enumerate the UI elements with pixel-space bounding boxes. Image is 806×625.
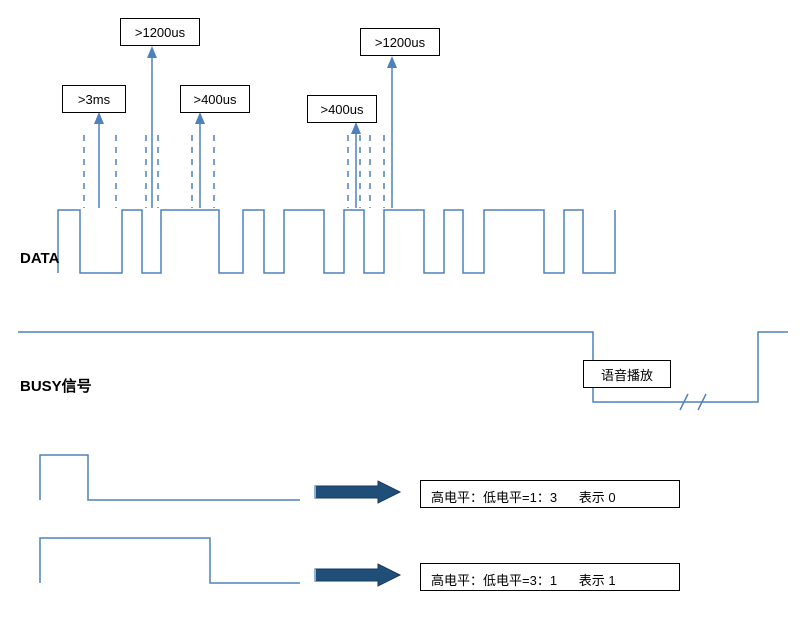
timing-arrowhead-1 xyxy=(147,46,157,58)
timing-label-400us-b: >400us xyxy=(307,95,377,123)
legend-arrow-0 xyxy=(315,481,400,503)
timing-label-1200us-b: >1200us xyxy=(360,28,440,56)
legend-bit-1: 高电平：低电平=3：1 表示 1 xyxy=(420,563,680,591)
data-signal-label: DATA xyxy=(20,250,59,267)
timing-arrowhead-2 xyxy=(195,112,205,124)
timing-arrowhead-4 xyxy=(387,56,397,68)
timing-label-1200us-a: >1200us xyxy=(120,18,200,46)
timing-arrowhead-3 xyxy=(351,122,361,134)
data-waveform xyxy=(58,210,615,273)
timing-label-3ms: >3ms xyxy=(62,85,126,113)
legend-wave-1 xyxy=(40,538,300,583)
legend-bit-0: 高电平：低电平=1：3 表示 0 xyxy=(420,480,680,508)
timing-arrowhead-0 xyxy=(94,112,104,124)
playback-label: 语音播放 xyxy=(583,360,671,388)
busy-signal-label: BUSY信号 xyxy=(20,375,92,396)
legend-wave-0 xyxy=(40,455,300,500)
busy-waveform xyxy=(18,332,788,402)
legend-arrow-1 xyxy=(315,564,400,586)
timing-label-400us-a: >400us xyxy=(180,85,250,113)
